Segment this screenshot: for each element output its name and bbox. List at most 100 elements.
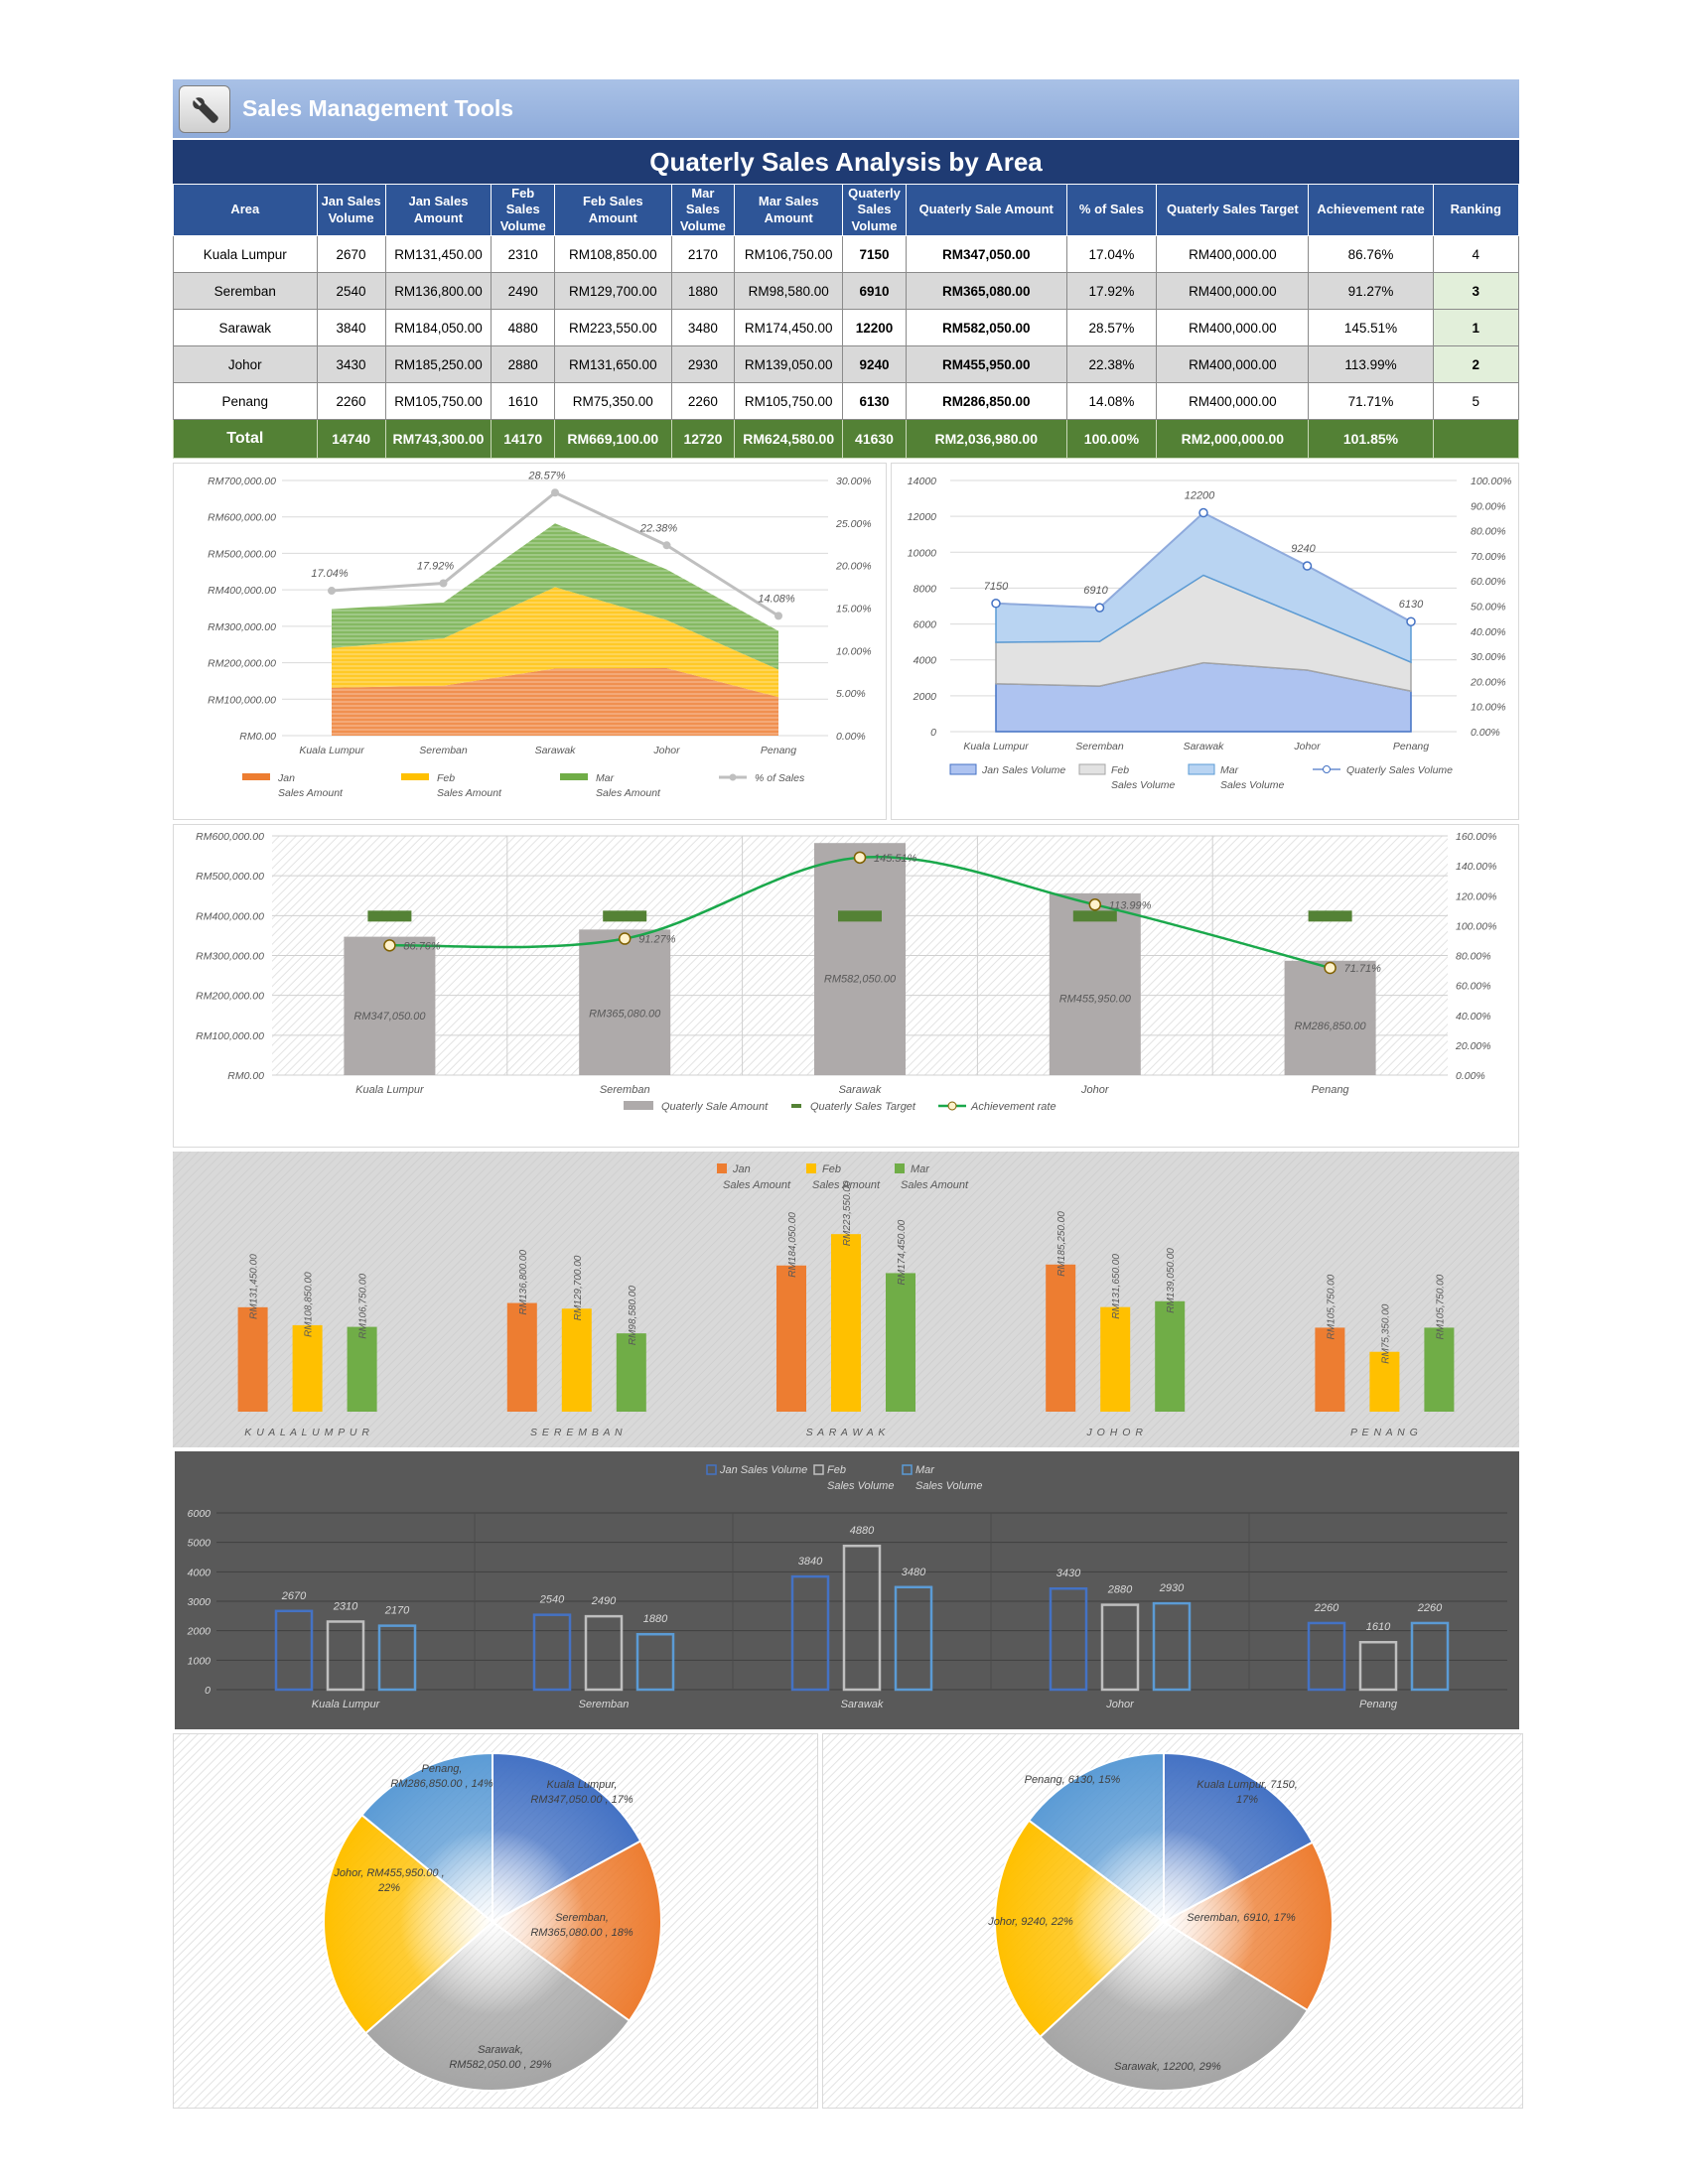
cell-feb-vol: 4880 — [491, 309, 556, 346]
bar-data-label: 2540 — [539, 1594, 565, 1606]
achievement-marker — [853, 851, 867, 865]
amount-bar — [886, 1273, 915, 1412]
volume-bar — [1049, 1586, 1088, 1692]
legend-swatch — [806, 1163, 816, 1173]
y-tick-label: 10000 — [908, 547, 936, 559]
bar-data-label: RM174,450.00 — [897, 1219, 908, 1285]
column-header: Feb Sales Amount — [554, 184, 672, 236]
y2-tick-label: 30.00% — [836, 476, 872, 487]
pie-slice — [360, 1751, 493, 1925]
cell-q-vol: 6130 — [842, 382, 907, 420]
legend-swatch — [895, 1163, 905, 1173]
volume-data-label: 6910 — [1083, 585, 1108, 597]
bar-data-label: RM455,950.00 — [1059, 994, 1132, 1006]
volume-bar — [1152, 1601, 1192, 1692]
bar-data-label: RM136,800.00 — [518, 1250, 529, 1315]
x-tick-label: Penang — [1312, 1084, 1350, 1096]
slice-data-label: Penang, 6130, 15% — [1025, 1774, 1121, 1786]
x-tick-label: Kuala Lumpur — [312, 1699, 381, 1710]
y2-tick-label: 160.00% — [1456, 831, 1496, 843]
x-tick-label: Seremban — [579, 1699, 630, 1710]
legend-swatch — [949, 763, 977, 775]
amount-bar — [1100, 1306, 1131, 1412]
column-header: Feb Sales Volume — [491, 184, 556, 236]
bar-data-label: 2930 — [1159, 1582, 1185, 1594]
achievement-marker — [618, 932, 632, 945]
slice-data-label: Sarawak, 12200, 29% — [1114, 2061, 1221, 2073]
cell-target: RM400,000.00 — [1156, 309, 1310, 346]
volume-bar — [1358, 1640, 1398, 1692]
volume-data-label: 9240 — [1291, 543, 1316, 555]
cell-q-amt: RM365,080.00 — [905, 272, 1067, 310]
table-row: Sarawak 3840 RM184,050.00 4880 RM223,550.00 3… — [173, 309, 1520, 346]
table-row: Johor 3430 RM185,250.00 2880 RM131,650.00 293… — [173, 345, 1520, 383]
slice-data-label: Johor, 9240, 22% — [987, 1916, 1073, 1928]
x-tick-label: Penang — [1393, 741, 1429, 752]
total-volume-marker — [991, 599, 1001, 609]
amount-bar — [831, 1234, 861, 1412]
total-percent: 100.00% — [1065, 419, 1158, 459]
y2-tick-label: 120.00% — [1456, 890, 1496, 902]
bar-data-label: RM365,080.00 — [589, 1008, 661, 1020]
cell-jan-amt: RM105,750.00 — [384, 382, 492, 420]
legend-swatch — [1323, 765, 1331, 773]
cell-feb-amt: RM131,650.00 — [554, 345, 672, 383]
percent-data-label: 28.57% — [527, 470, 566, 481]
total-quarterly-amount: RM2,036,980.00 — [905, 419, 1067, 459]
percent-marker — [328, 587, 336, 596]
y2-tick-label: 0.00% — [1456, 1070, 1485, 1082]
cell-q-amt: RM582,050.00 — [905, 309, 1067, 346]
y2-tick-label: 70.00% — [1471, 551, 1506, 563]
y2-tick-label: 25.00% — [835, 518, 872, 530]
sale-amount-bar — [1049, 892, 1141, 1075]
column-header: Quaterly Sales Target — [1156, 184, 1310, 236]
y2-tick-label: 15.00% — [836, 604, 872, 615]
legend-label: Jan — [732, 1163, 751, 1175]
column-header: Mar Sales Amount — [734, 184, 844, 236]
y-tick-label: RM500,000.00 — [196, 871, 264, 883]
legend-label: Feb — [827, 1464, 846, 1476]
column-header: Quaterly Sales Volume — [842, 184, 907, 236]
amount-bar — [347, 1326, 377, 1412]
y-tick-label: 4000 — [914, 655, 937, 667]
bar-data-label: 4880 — [850, 1525, 875, 1537]
amount-bar — [616, 1333, 646, 1412]
cell-target: RM400,000.00 — [1156, 345, 1310, 383]
wrench-icon[interactable] — [179, 84, 230, 133]
y-tick-label: RM500,000.00 — [208, 548, 276, 560]
bar-data-label: RM131,650.00 — [1111, 1254, 1122, 1319]
y-tick-label: RM400,000.00 — [208, 585, 276, 597]
volume-bar — [842, 1544, 882, 1692]
legend-label: Feb — [437, 772, 455, 784]
y-tick-label: 1000 — [188, 1655, 211, 1667]
total-volume-marker — [1406, 616, 1416, 626]
y-tick-label: 5000 — [188, 1538, 211, 1550]
slice-data-label: Seremban, — [555, 1912, 609, 1924]
achievement-data-label: 113.99% — [1109, 899, 1152, 911]
y2-tick-label: 20.00% — [1455, 1040, 1491, 1052]
bar-data-label: 2490 — [591, 1595, 617, 1607]
percent-data-label: 14.08% — [758, 593, 795, 605]
y-tick-label: RM300,000.00 — [196, 951, 264, 963]
y2-tick-label: 10.00% — [836, 645, 872, 657]
cell-target: RM400,000.00 — [1156, 272, 1310, 310]
volume-bar — [532, 1613, 572, 1692]
total-target: RM2,000,000.00 — [1156, 419, 1310, 459]
bar-data-label: RM286,850.00 — [1295, 1021, 1367, 1032]
column-header: Mar Sales Volume — [670, 184, 736, 236]
slice-data-label: RM347,050.00 , 17% — [530, 1794, 633, 1806]
legend-label: Mar — [1220, 764, 1239, 776]
bar-data-label: RM106,750.00 — [358, 1274, 369, 1339]
y2-tick-label: 10.00% — [1471, 702, 1506, 714]
percent-marker — [439, 579, 448, 588]
sale-amount-bar — [1284, 960, 1376, 1075]
x-tick-label: Kuala Lumpur — [355, 1084, 425, 1096]
app-title-bar: Sales Management Tools — [173, 79, 1519, 138]
target-marker — [1308, 910, 1352, 922]
legend-swatch — [729, 773, 737, 781]
total-row: Total 14740 RM743,300.00 14170 RM669,100… — [173, 419, 1520, 459]
cell-feb-vol: 1610 — [491, 382, 556, 420]
legend-label: Jan — [277, 772, 295, 784]
volume-bar — [377, 1624, 417, 1692]
cell-target: RM400,000.00 — [1156, 235, 1310, 273]
